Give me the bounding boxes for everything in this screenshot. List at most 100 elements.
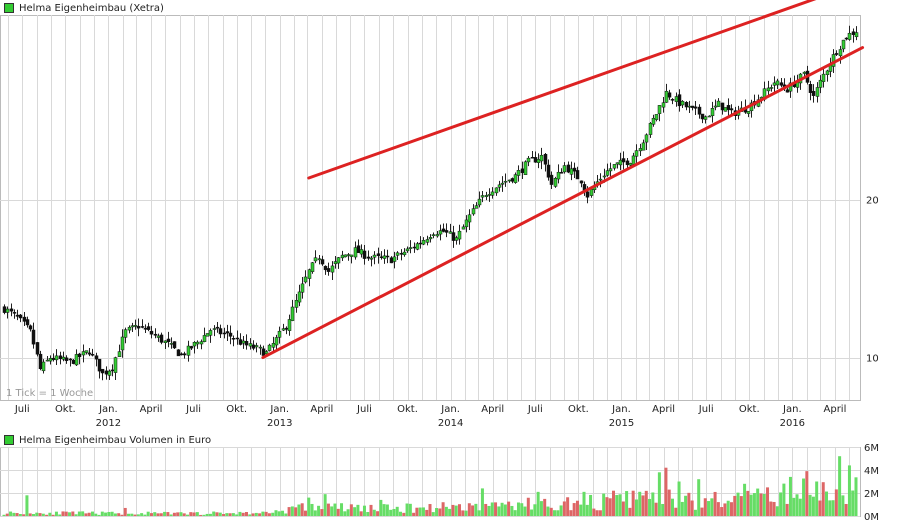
volume-bar-down — [628, 507, 632, 516]
candle-up — [130, 325, 135, 328]
volume-bar-up — [271, 512, 275, 516]
candle-up — [264, 351, 269, 355]
volume-bar-down — [759, 493, 763, 516]
candle-up — [199, 341, 204, 345]
candle-down — [834, 53, 839, 55]
volume-bar-down — [818, 500, 822, 516]
candle-up — [746, 111, 751, 114]
candle-up — [716, 100, 721, 107]
volume-bar-down — [38, 513, 42, 516]
volume-bar-up — [297, 504, 301, 516]
volume-bar-up — [395, 506, 399, 516]
volume-bar-up — [218, 512, 222, 516]
volume-bar-up — [503, 504, 507, 516]
trend-channel-lower — [261, 46, 865, 360]
price-legend-label: Helma Eigenheimbau (Xetra) — [19, 2, 164, 14]
volume-bar-up — [752, 493, 756, 516]
x-tick-label: Okt. — [397, 404, 418, 415]
volume-legend: Helma Eigenheimbau Volumen in Euro — [4, 433, 211, 447]
candle-up — [536, 159, 541, 163]
candle-down — [444, 230, 449, 233]
volume-bar-up — [693, 509, 697, 516]
candle-down — [15, 314, 20, 317]
volume-bar-up — [382, 504, 386, 516]
volume-bar-up — [399, 511, 403, 516]
volume-bar-up — [697, 479, 701, 516]
volume-bar-up — [254, 512, 258, 516]
volume-bar-up — [707, 501, 711, 516]
candle-down — [379, 256, 384, 258]
volume-bar-down — [769, 501, 773, 516]
volume-bar-down — [612, 490, 616, 516]
candle-up — [484, 195, 489, 197]
volume-bar-up — [323, 494, 327, 516]
volume-bar-up — [431, 512, 435, 516]
candle-up — [707, 115, 712, 118]
candle-up — [267, 344, 272, 351]
volume-bar-up — [657, 472, 661, 516]
volume-bar-down — [729, 502, 733, 516]
volume-bar-up — [110, 511, 114, 516]
volume-bar-up — [235, 514, 239, 516]
volume-bar-down — [451, 504, 455, 516]
candle-up — [313, 257, 318, 262]
candle-up — [208, 330, 213, 336]
candle-up — [553, 178, 558, 187]
volume-bar-up — [104, 512, 108, 516]
volume-bar-up — [841, 495, 845, 516]
volume-bar-down — [654, 502, 658, 516]
volume-bar-up — [634, 499, 638, 516]
volume-bar-down — [844, 503, 848, 516]
volume-bar-up — [661, 503, 665, 516]
candle-down — [720, 102, 725, 111]
candle-down — [510, 178, 515, 182]
volume-bar-up — [2, 514, 6, 516]
volume-bar-down — [834, 489, 838, 516]
candle-down — [9, 308, 14, 312]
trend-channel-upper — [307, 0, 817, 180]
volume-bar-down — [703, 498, 707, 516]
candle-down — [251, 344, 256, 349]
volume-bar-up — [153, 512, 157, 516]
candle-up — [815, 87, 820, 97]
volume-bar-down — [244, 512, 248, 516]
x-tick-label: Jan. — [782, 404, 802, 415]
volume-bar-down — [294, 507, 298, 516]
candle-down — [323, 265, 328, 271]
volume-bar-down — [608, 498, 612, 516]
volume-bar-down — [484, 503, 488, 516]
volume-bar-up — [775, 506, 779, 516]
tick-interval-note: 1 Tick = 1 Woche — [6, 388, 93, 399]
volume-bar-up — [487, 505, 491, 516]
candle-up — [615, 162, 620, 165]
candle-down — [693, 106, 698, 109]
candle-down — [182, 353, 187, 356]
candle-down — [621, 158, 626, 163]
volume-bar-up — [602, 493, 606, 516]
candle-down — [228, 332, 233, 337]
candle-down — [71, 360, 76, 364]
volume-bar-up — [516, 502, 520, 516]
candle-down — [189, 346, 194, 349]
volume-bar-up — [58, 514, 62, 516]
volume-bar-up — [851, 490, 855, 516]
candle-down — [412, 246, 417, 249]
candle-up — [330, 265, 335, 273]
volume-bar-down — [821, 482, 825, 516]
candle-up — [392, 256, 397, 262]
x-tick-label: Juli — [185, 404, 201, 415]
candle-up — [382, 255, 387, 259]
candle-up — [428, 237, 433, 240]
volume-bar-up — [828, 500, 832, 516]
candle-up — [117, 351, 122, 357]
candle-up — [854, 32, 859, 38]
volume-bar-up — [788, 476, 792, 516]
volume-bar-up — [261, 511, 265, 516]
x-year-label: 2013 — [267, 418, 292, 429]
volume-bar-up — [815, 481, 819, 516]
candle-up — [657, 105, 662, 114]
volume-bar-down — [120, 514, 124, 516]
candle-up — [202, 335, 207, 342]
volume-bar-up — [444, 506, 448, 516]
volume-bar-down — [674, 507, 678, 516]
